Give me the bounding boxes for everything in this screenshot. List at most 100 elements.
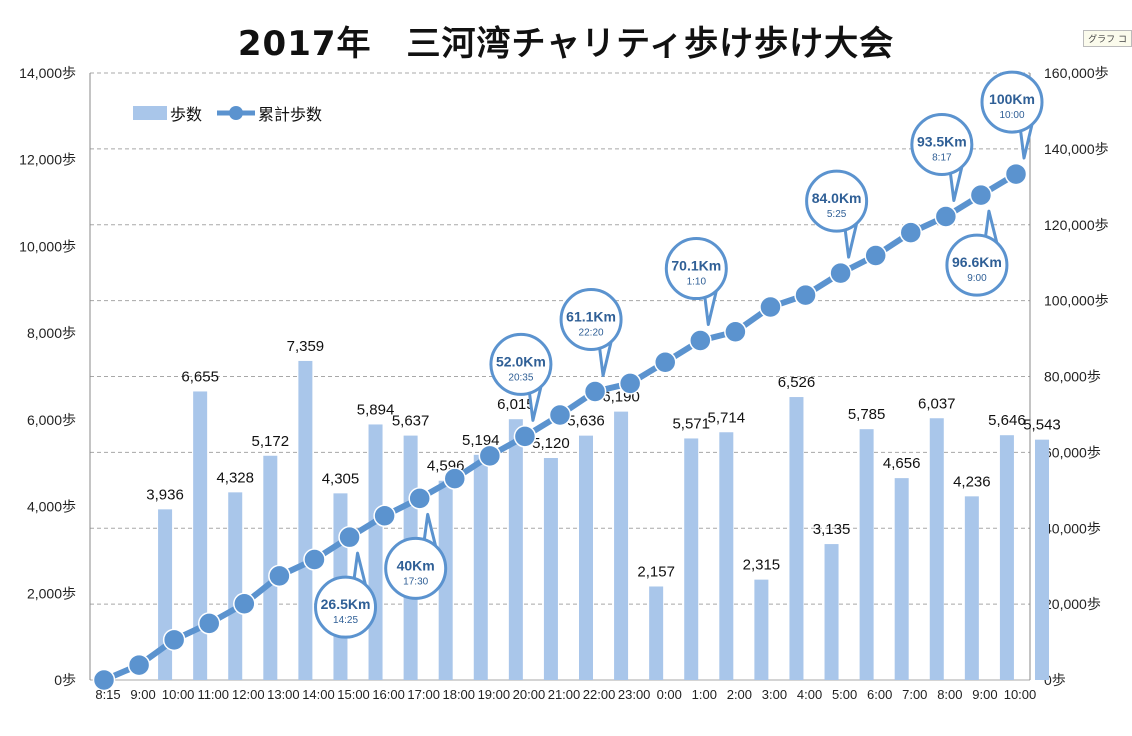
bar-data-label: 5,636 <box>567 413 605 430</box>
callout-time: 14:25 <box>333 615 358 626</box>
x-tick-label: 5:00 <box>832 687 857 702</box>
bar-data-label: 5,646 <box>988 412 1026 429</box>
bar-data-label: 5,894 <box>357 401 395 418</box>
x-tick-label: 9:00 <box>130 687 155 702</box>
callout-bubble <box>664 237 728 301</box>
bar-data-label: 2,157 <box>637 563 675 580</box>
left-axis-tick-label: 4,000歩 <box>27 499 76 515</box>
x-tick-label: 22:00 <box>583 687 616 702</box>
x-tick-label: 17:00 <box>407 687 440 702</box>
cumulative-point <box>548 403 572 427</box>
left-axis-tick-label: 14,000歩 <box>19 65 76 81</box>
step-bar <box>824 544 839 680</box>
bar-data-label: 7,359 <box>287 338 325 355</box>
cumulative-point <box>618 372 642 395</box>
cumulative-point <box>513 425 537 448</box>
callout-distance: 100Km <box>989 91 1035 107</box>
cumulative-point <box>899 221 923 244</box>
cumulative-point <box>373 504 396 528</box>
step-bar <box>368 424 383 680</box>
x-tick-label: 12:00 <box>232 687 265 702</box>
callout-time: 5:25 <box>827 209 847 220</box>
step-bar <box>649 586 664 680</box>
callout-distance: 40Km <box>397 557 435 573</box>
bar-data-label: 6,655 <box>181 368 219 385</box>
legend-line-marker <box>229 106 243 120</box>
cumulative-point <box>759 295 782 319</box>
x-tick-label: 21:00 <box>548 687 581 702</box>
right-axis-tick-label: 160,000歩 <box>1044 65 1109 81</box>
x-tick-label: 11:00 <box>197 687 229 702</box>
step-bar <box>929 418 944 680</box>
bar-data-label: 5,120 <box>532 435 570 452</box>
callout-bubble <box>384 536 448 600</box>
right-axis-tick-label: 120,000歩 <box>1044 217 1109 233</box>
left-axis-tick-label: 8,000歩 <box>27 325 76 341</box>
x-tick-label: 0:00 <box>657 687 682 702</box>
x-tick-label: 23:00 <box>618 687 651 702</box>
step-bar <box>614 411 629 680</box>
bar-data-label: 3,135 <box>813 521 851 538</box>
right-axis-tick-label: 100,000歩 <box>1044 293 1109 309</box>
callout-time: 22:20 <box>579 328 604 339</box>
left-axis-tick-label: 6,000歩 <box>27 412 76 428</box>
step-bar <box>263 455 278 680</box>
callout-distance: 52.0Km <box>496 353 546 369</box>
cumulative-point <box>338 525 361 549</box>
right-axis-tick-label: 40,000歩 <box>1044 520 1101 536</box>
right-axis-tick-label: 0歩 <box>1044 672 1066 688</box>
right-axis-tick-label: 60,000歩 <box>1044 444 1101 460</box>
bar-data-label: 5,543 <box>1023 417 1061 434</box>
x-tick-label: 9:00 <box>972 687 997 702</box>
x-tick-label: 3:00 <box>762 687 787 702</box>
callout-distance: 70.1Km <box>671 258 721 274</box>
cumulative-point <box>127 653 151 677</box>
cumulative-point <box>653 350 677 374</box>
x-tick-label: 4:00 <box>797 687 822 702</box>
step-bar <box>789 397 804 680</box>
x-tick-label: 8:15 <box>95 687 120 702</box>
callout-distance: 26.5Km <box>321 596 371 612</box>
x-tick-label: 14:00 <box>302 687 335 702</box>
step-bar <box>158 509 173 680</box>
bar-data-label: 3,936 <box>146 486 184 503</box>
cumulative-point <box>724 320 747 344</box>
x-tick-label: 10:00 <box>1004 687 1037 702</box>
callout-bubble <box>910 113 974 177</box>
cumulative-point <box>583 380 607 403</box>
x-tick-label: 8:00 <box>937 687 962 702</box>
step-bar <box>228 492 243 680</box>
cumulative-point <box>268 564 291 588</box>
cumulative-point <box>197 612 221 635</box>
left-axis-tick-label: 12,000歩 <box>19 152 76 168</box>
callout-bubble <box>945 233 1009 297</box>
legend-bar-swatch <box>133 106 167 120</box>
step-bar <box>719 432 734 680</box>
x-tick-label: 7:00 <box>902 687 927 702</box>
x-tick-label: 18:00 <box>442 687 475 702</box>
cumulative-point <box>829 261 852 285</box>
step-bar <box>859 429 874 680</box>
bar-data-label: 5,571 <box>672 415 710 432</box>
callout-bubble <box>489 332 553 396</box>
step-bar <box>438 480 453 680</box>
step-bar <box>543 458 558 680</box>
x-tick-label: 15:00 <box>337 687 370 702</box>
step-bar <box>193 391 208 680</box>
callout-distance: 84.0Km <box>812 190 862 206</box>
step-bar <box>1035 439 1049 680</box>
callout-time: 17:30 <box>403 576 428 587</box>
right-axis-tick-label: 20,000歩 <box>1044 596 1101 612</box>
cumulative-point <box>162 628 186 652</box>
cumulative-point <box>934 205 958 228</box>
callout-distance: 96.6Km <box>952 254 1002 270</box>
bar-data-label: 4,656 <box>883 455 921 472</box>
x-tick-label: 6:00 <box>867 687 892 702</box>
step-bar <box>508 419 523 680</box>
step-bar <box>964 496 979 680</box>
step-bar <box>894 478 909 680</box>
bar-data-label: 5,172 <box>252 433 290 450</box>
cumulative-point <box>864 244 887 267</box>
step-bar <box>684 438 699 680</box>
